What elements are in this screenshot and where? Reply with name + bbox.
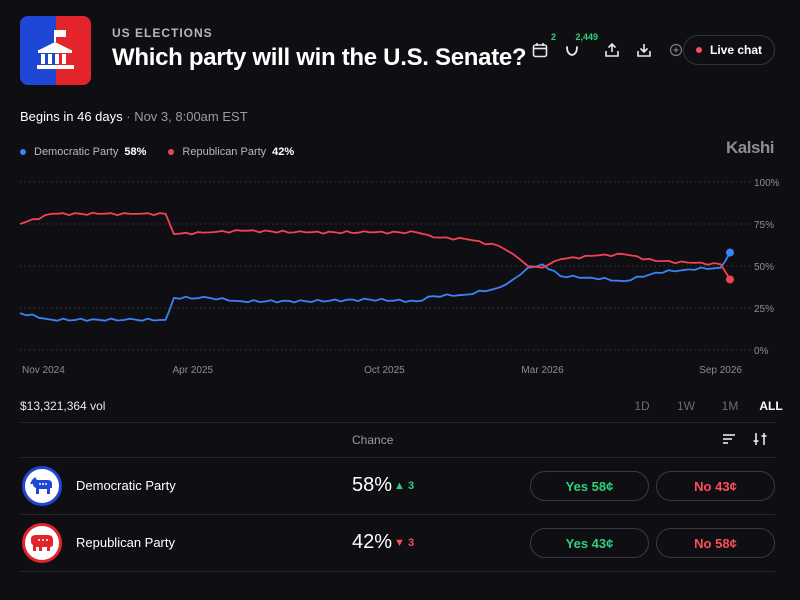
plus-circle-icon [669,43,683,57]
x-tick-label: Nov 2024 [22,365,65,376]
chance-column-header: Chance [352,433,394,447]
begins-text: Begins in 46 days [20,109,123,124]
market-logo [20,16,91,85]
buy-no-button[interactable]: No 43¢ [656,471,775,501]
legend-item-republican: Republican Party 42% [168,146,294,158]
header-toolbar: 2 2,449 [528,32,696,66]
sliders-icon [753,433,767,445]
event-datetime: · Nov 3, 8:00am EST [126,109,248,124]
page-title: Which party will win the U.S. Senate? [112,44,527,71]
buy-no-button[interactable]: No 58¢ [656,528,775,558]
y-tick-label: 25% [754,304,774,315]
capitol-icon [37,30,74,69]
event-schedule: Begins in 46 days · Nov 3, 8:00am EST [20,109,248,124]
legend-label: Republican Party [182,146,267,158]
comments-button[interactable]: 2,449 [560,32,598,62]
calendar-badge: 2 [550,32,556,42]
legend-dot-icon [168,149,175,155]
range-1d[interactable]: 1D [634,399,650,413]
avatar [22,466,62,506]
download-button[interactable] [632,38,656,62]
chance-value: 42% [352,531,393,553]
download-icon [637,44,651,57]
buy-yes-button[interactable]: Yes 43¢ [530,528,649,558]
range-all[interactable]: ALL [759,399,783,413]
series-line-republican [19,211,731,280]
table-row[interactable]: Democratic Party 58% ▲ 3 Yes 58¢ No 43¢ [20,458,775,514]
comments-count: 2,449 [575,32,598,42]
divider [20,422,775,423]
chance-delta: ▼ 3 [394,537,415,549]
y-tick-label: 75% [754,220,774,231]
table-row[interactable]: Republican Party 42% ▼ 3 Yes 43¢ No 58¢ [20,515,775,571]
x-tick-label: Oct 2025 [364,365,405,376]
volume-label: $13,321,364 vol [20,399,106,413]
chart-legend: Democratic Party 58% Republican Party 42… [20,146,316,158]
share-icon [605,42,619,57]
y-tick-label: 50% [754,262,774,273]
range-1w[interactable]: 1W [677,399,695,413]
legend-dot-icon [20,149,26,155]
donkey-icon [30,477,52,494]
legend-pct: 42% [272,146,295,158]
series-line-democratic [19,252,731,322]
legend-item-democratic: Democratic Party 58% [20,146,146,158]
probability-chart[interactable]: 100% 75% 50% 25% 0% Nov 2024 Apr 2025 Oct 2025 M… [0,170,800,380]
range-1m[interactable]: 1M [721,399,739,413]
calendar-button[interactable]: 2 [528,32,556,62]
live-dot-icon [695,47,702,53]
legend-label: Democratic Party [34,146,119,158]
sort-icon [723,434,735,444]
party-name: Republican Party [76,535,175,550]
x-tick-label: Apr 2025 [172,365,213,376]
add-button[interactable] [664,38,688,62]
share-button[interactable] [600,38,624,62]
sort-button[interactable] [721,431,737,452]
calendar-icon [532,43,548,58]
divider [20,571,775,572]
chance-delta: ▲ 3 [394,480,415,492]
divider [20,457,775,458]
comment-icon [566,46,578,56]
y-tick-label: 100% [754,178,780,189]
avatar [22,523,62,563]
category-label: US ELECTIONS [112,26,213,40]
y-tick-label: 0% [754,346,769,357]
legend-pct: 58% [124,146,147,158]
series-endpoint [726,248,734,257]
live-chat-label: Live chat [709,43,763,57]
filter-button[interactable] [752,431,768,452]
chance-value: 58% [352,474,393,496]
brand-watermark: Kalshi [726,138,775,157]
live-chat-button[interactable]: Live chat [683,35,775,65]
range-selector: 1D 1W 1M ALL [620,399,784,413]
divider [20,514,775,515]
series-endpoint [726,275,734,284]
x-tick-label: Sep 2026 [699,365,742,376]
elephant-icon [31,535,53,551]
party-name: Democratic Party [76,478,176,493]
x-tick-label: Mar 2026 [521,365,564,376]
buy-yes-button[interactable]: Yes 58¢ [530,471,649,501]
